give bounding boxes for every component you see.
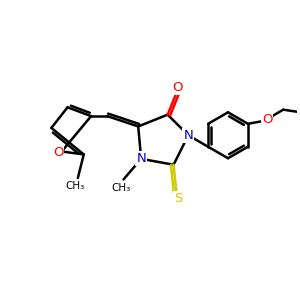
Text: O: O — [173, 81, 183, 94]
Text: N: N — [183, 129, 193, 142]
Text: CH₃: CH₃ — [65, 181, 85, 191]
Text: N: N — [136, 152, 146, 165]
Text: O: O — [262, 113, 272, 126]
Text: S: S — [174, 192, 182, 205]
Text: O: O — [53, 146, 63, 159]
Text: CH₃: CH₃ — [111, 183, 130, 193]
